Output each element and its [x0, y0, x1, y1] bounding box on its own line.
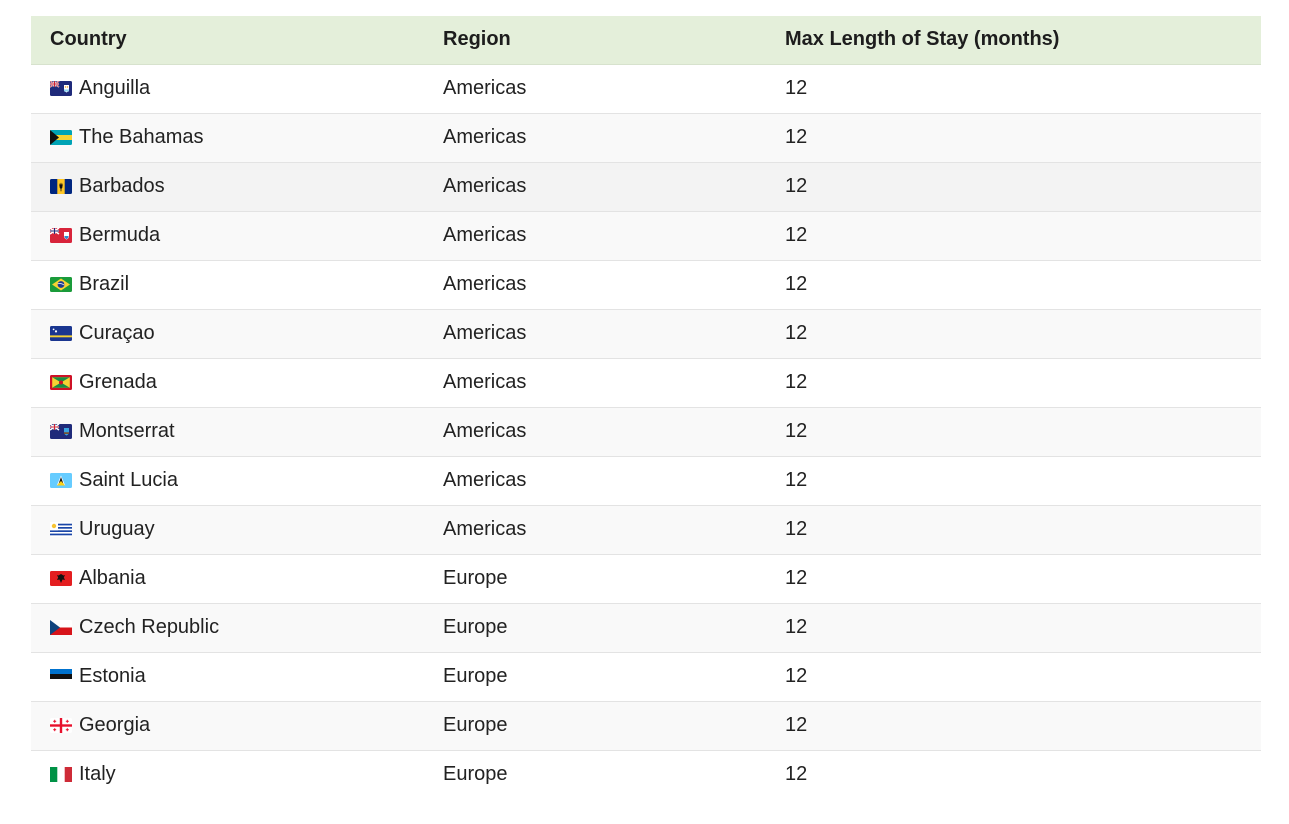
country-cell: Montserrat [31, 407, 423, 456]
italy-flag-icon [50, 767, 72, 783]
max-stay-cell: 12 [785, 322, 808, 344]
anguilla-flag-icon [50, 81, 72, 96]
country-cell: Curaçao [31, 309, 423, 358]
max-stay-cell: 12 [785, 714, 808, 736]
table-row: Grenada Americas 12 [31, 358, 1261, 407]
table-row: Brazil Americas 12 [31, 260, 1261, 309]
table-row: Barbados Americas 12 [31, 162, 1261, 211]
country-name: Czech Republic [79, 616, 220, 638]
country-cell: Anguilla [31, 64, 423, 113]
bahamas-flag-icon [50, 130, 72, 145]
region-cell: Americas [443, 77, 527, 99]
region-cell: Americas [443, 518, 527, 540]
table-row: Italy Europe 12 [31, 750, 1261, 799]
max-stay-cell: 12 [785, 616, 808, 638]
region-cell: Europe [443, 763, 508, 786]
max-stay-cell: 12 [785, 224, 808, 246]
max-stay-cell: 12 [785, 763, 808, 786]
country-name: Barbados [79, 175, 165, 197]
table-body: Anguilla Americas 12 [31, 64, 1261, 799]
uruguay-flag-icon [50, 522, 72, 537]
region-cell: Americas [443, 273, 527, 295]
albania-flag-icon [50, 571, 72, 586]
montserrat-flag-icon [50, 424, 72, 439]
country-cell: Georgia [31, 701, 423, 750]
region-cell: Europe [443, 616, 508, 638]
brazil-flag-icon [50, 277, 72, 292]
header-country[interactable]: Country [31, 16, 423, 65]
country-name: Curaçao [79, 322, 155, 344]
country-name: Uruguay [79, 518, 155, 540]
max-stay-cell: 12 [785, 665, 808, 687]
country-cell: Bermuda [31, 211, 423, 260]
country-cell: The Bahamas [31, 113, 423, 162]
czech-republic-flag-icon [50, 620, 72, 635]
max-stay-cell: 12 [785, 469, 808, 491]
estonia-flag-icon [50, 669, 72, 684]
table-row: Estonia Europe 12 [31, 652, 1261, 701]
country-cell: Saint Lucia [31, 456, 423, 505]
region-cell: Americas [443, 371, 527, 393]
table-row: Georgia Europe 12 [31, 701, 1261, 750]
region-cell: Americas [443, 322, 527, 344]
max-stay-cell: 12 [785, 567, 808, 589]
region-cell: Americas [443, 469, 527, 491]
region-cell: Americas [443, 175, 527, 197]
region-cell: Americas [443, 420, 527, 442]
country-name: Saint Lucia [79, 469, 178, 491]
table-header: Country Region Max Length of Stay (month… [31, 16, 1261, 65]
country-cell: Barbados [31, 162, 423, 211]
country-cell: Brazil [31, 260, 423, 309]
grenada-flag-icon [50, 375, 72, 390]
max-stay-cell: 12 [785, 126, 808, 148]
table-row: Anguilla Americas 12 [31, 64, 1261, 113]
country-name: Italy [79, 763, 116, 786]
region-cell: Americas [443, 224, 527, 246]
table-row: Albania Europe 12 [31, 554, 1261, 603]
max-stay-cell: 12 [785, 371, 808, 393]
country-name: Montserrat [79, 420, 175, 442]
country-cell: Estonia [31, 652, 423, 701]
country-cell: Uruguay [31, 505, 423, 554]
country-cell: Czech Republic [31, 603, 423, 652]
country-cell: Albania [31, 554, 423, 603]
table-row: Czech Republic Europe 12 [31, 603, 1261, 652]
country-name: The Bahamas [79, 126, 204, 148]
barbados-flag-icon [50, 179, 72, 194]
country-cell: Italy [31, 750, 423, 799]
visa-stay-table: Country Region Max Length of Stay (month… [31, 16, 1261, 799]
region-cell: Europe [443, 665, 508, 687]
table-row: Saint Lucia Americas 12 [31, 456, 1261, 505]
header-max-stay[interactable]: Max Length of Stay (months) [765, 16, 1261, 65]
country-name: Anguilla [79, 77, 151, 99]
bermuda-flag-icon [50, 228, 72, 243]
header-region[interactable]: Region [423, 16, 765, 65]
table-row: Montserrat Americas 12 [31, 407, 1261, 456]
max-stay-cell: 12 [785, 175, 808, 197]
max-stay-cell: 12 [785, 518, 808, 540]
region-cell: Europe [443, 714, 508, 736]
region-cell: Europe [443, 567, 508, 589]
country-name: Georgia [79, 714, 151, 736]
max-stay-cell: 12 [785, 420, 808, 442]
country-cell: Grenada [31, 358, 423, 407]
country-name: Bermuda [79, 224, 161, 246]
table-row: Uruguay Americas 12 [31, 505, 1261, 554]
georgia-flag-icon [50, 718, 72, 733]
country-name: Grenada [79, 371, 157, 393]
region-cell: Americas [443, 126, 527, 148]
saint-lucia-flag-icon [50, 473, 72, 488]
max-stay-cell: 12 [785, 77, 808, 99]
country-name: Estonia [79, 665, 146, 687]
table-row: Curaçao Americas 12 [31, 309, 1261, 358]
curacao-flag-icon [50, 326, 72, 341]
header-row: Country Region Max Length of Stay (month… [31, 16, 1261, 65]
country-name: Brazil [79, 273, 130, 295]
table-row: The Bahamas Americas 12 [31, 113, 1261, 162]
max-stay-cell: 12 [785, 273, 808, 295]
visa-stay-table-container: Country Region Max Length of Stay (month… [31, 16, 1261, 799]
table-row: Bermuda Americas 12 [31, 211, 1261, 260]
country-name: Albania [79, 567, 146, 589]
